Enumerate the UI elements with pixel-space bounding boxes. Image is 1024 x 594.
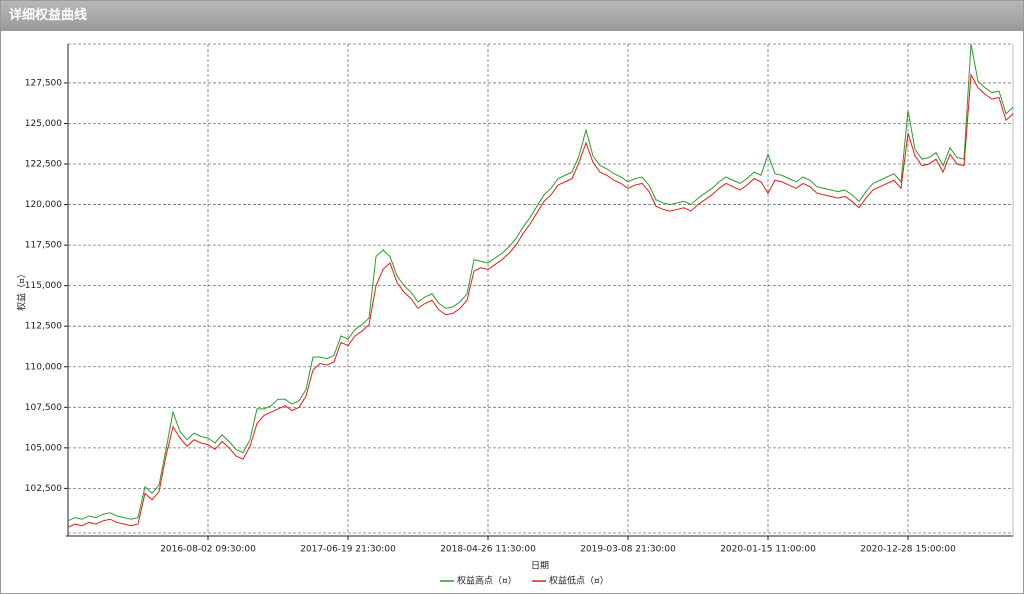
- x-tick-label: 2019-03-08 21:30:00: [580, 545, 676, 555]
- line: [67, 43, 1014, 522]
- x-tick-label: 2020-12-28 15:00:00: [860, 545, 956, 555]
- y-tick-label: 125,000: [25, 119, 62, 129]
- line: [67, 73, 1014, 528]
- x-tick-label: 2016-08-02 09:30:00: [160, 545, 256, 555]
- y-tick-label: 115,000: [25, 281, 62, 291]
- x-axis-label: 日期: [531, 561, 549, 572]
- x-tick-label: 2017-06-19 21:30:00: [300, 545, 396, 555]
- x-tick-label: 2018-04-26 11:30:00: [440, 545, 536, 555]
- y-tick-label: 112,500: [25, 322, 62, 332]
- y-tick-label: 127,500: [25, 78, 62, 88]
- y-tick-label: 120,000: [25, 200, 62, 210]
- y-tick-label: 117,500: [25, 241, 62, 251]
- legend-label: 权益低点（¤）: [549, 575, 609, 587]
- y-tick-label: 107,500: [25, 403, 62, 413]
- x-tick-label: 2020-01-15 11:00:00: [720, 545, 816, 555]
- window-title: 详细权益曲线: [1, 1, 1023, 31]
- y-tick-label: 105,000: [25, 443, 62, 453]
- legend-label: 权益高点（¤）: [457, 575, 517, 587]
- y-tick-label: 102,500: [25, 484, 62, 494]
- y-tick-label: 122,500: [25, 160, 62, 170]
- y-axis-label: 权益（¤）: [16, 269, 28, 311]
- y-tick-label: 110,000: [25, 362, 62, 372]
